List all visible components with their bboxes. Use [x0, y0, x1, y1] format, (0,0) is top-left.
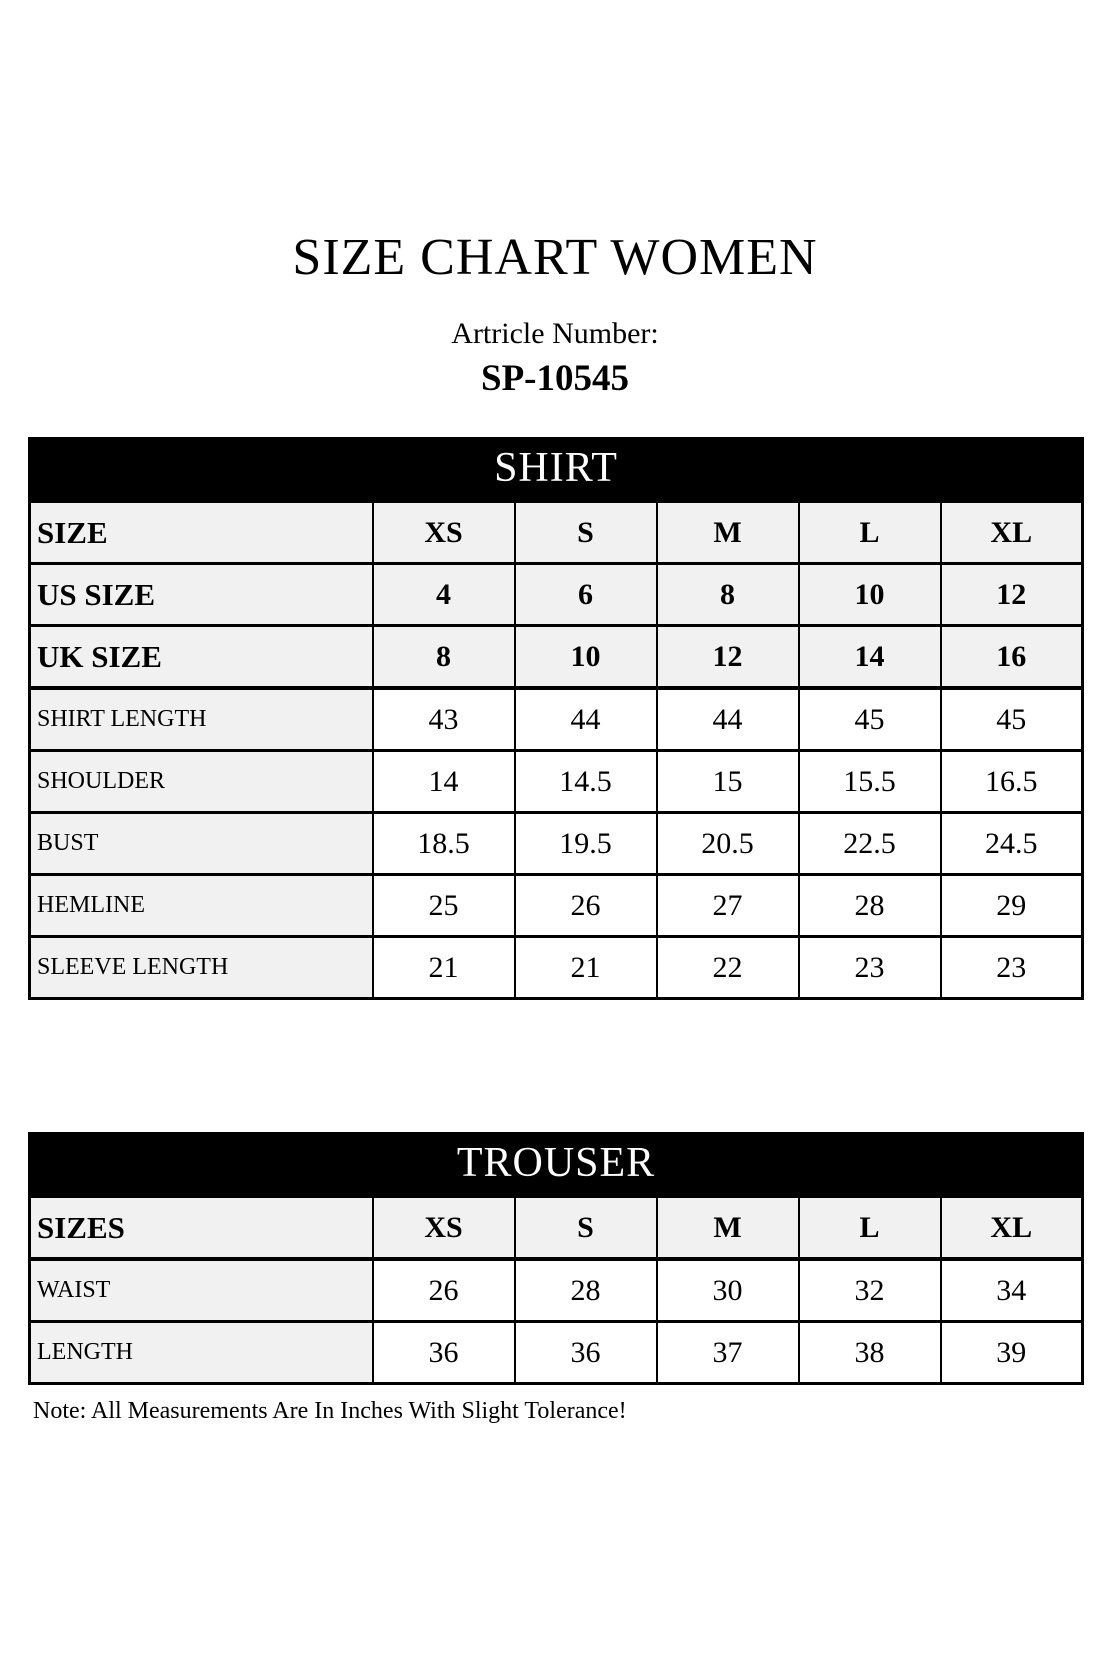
- value-cell: 26: [371, 1257, 516, 1323]
- value-cell: 21: [371, 935, 516, 1000]
- value-cell: 14: [797, 624, 942, 690]
- value-cell: 25: [371, 873, 516, 938]
- value-cell: 37: [655, 1320, 800, 1385]
- row-label-cell: SHOULDER: [28, 749, 374, 814]
- value-cell: 16.5: [939, 749, 1084, 814]
- trouser-table: SIZES XS S M L XL WAIST 26 28 30 32 34 L…: [28, 1195, 1084, 1385]
- measurements-note: Note: All Measurements Are In Inches Wit…: [33, 1398, 627, 1424]
- row-label-cell: SHIRT LENGTH: [28, 686, 374, 752]
- value-cell: 14.5: [513, 749, 658, 814]
- row-label-cell: LENGTH: [28, 1320, 374, 1385]
- value-cell: 10: [797, 562, 942, 627]
- value-cell: XL: [939, 1195, 1084, 1261]
- value-cell: 21: [513, 935, 658, 1000]
- shirt-table-title: SHIRT: [28, 437, 1084, 500]
- value-cell: 4: [371, 562, 516, 627]
- value-cell: 14: [371, 749, 516, 814]
- value-cell: 23: [797, 935, 942, 1000]
- row-label-cell: UK SIZE: [28, 624, 374, 690]
- shirt-size-table-section: SHIRT SIZE XS S M L XL US SIZE 4 6 8 10 …: [28, 437, 1084, 1000]
- row-label-cell: US SIZE: [28, 562, 374, 627]
- value-cell: XS: [371, 500, 516, 565]
- article-number-value: SP-10545: [481, 358, 629, 399]
- value-cell: 28: [797, 873, 942, 938]
- value-cell: 12: [939, 562, 1084, 627]
- row-label-cell: SIZE: [28, 500, 374, 565]
- value-cell: 30: [655, 1257, 800, 1323]
- value-cell: 20.5: [655, 811, 800, 876]
- table-row-us-size: US SIZE 4 6 8 10 12: [28, 562, 1084, 627]
- value-cell: 8: [655, 562, 800, 627]
- value-cell: 23: [939, 935, 1084, 1000]
- table-row-length: LENGTH 36 36 37 38 39: [28, 1320, 1084, 1385]
- row-label-cell: HEMLINE: [28, 873, 374, 938]
- value-cell: 34: [939, 1257, 1084, 1323]
- shirt-table: SIZE XS S M L XL US SIZE 4 6 8 10 12 UK …: [28, 500, 1084, 1000]
- value-cell: 16: [939, 624, 1084, 690]
- value-cell: 19.5: [513, 811, 658, 876]
- value-cell: 43: [371, 686, 516, 752]
- row-label-cell: WAIST: [28, 1257, 374, 1323]
- value-cell: XS: [371, 1195, 516, 1261]
- table-row-hemline: HEMLINE 25 26 27 28 29: [28, 873, 1084, 938]
- value-cell: 22: [655, 935, 800, 1000]
- value-cell: XL: [939, 500, 1084, 565]
- row-label-cell: SIZES: [28, 1195, 374, 1261]
- value-cell: 27: [655, 873, 800, 938]
- value-cell: S: [513, 1195, 658, 1261]
- value-cell: 28: [513, 1257, 658, 1323]
- table-row-waist: WAIST 26 28 30 32 34: [28, 1257, 1084, 1323]
- value-cell: 12: [655, 624, 800, 690]
- article-number-label: Artricle Number:: [451, 317, 659, 350]
- value-cell: 38: [797, 1320, 942, 1385]
- trouser-table-title: TROUSER: [28, 1132, 1084, 1195]
- value-cell: 32: [797, 1257, 942, 1323]
- value-cell: 45: [797, 686, 942, 752]
- table-row-sleeve-length: SLEEVE LENGTH 21 21 22 23 23: [28, 935, 1084, 1000]
- value-cell: L: [797, 500, 942, 565]
- value-cell: M: [655, 1195, 800, 1261]
- value-cell: 10: [513, 624, 658, 690]
- row-label-cell: SLEEVE LENGTH: [28, 935, 374, 1000]
- value-cell: 36: [371, 1320, 516, 1385]
- value-cell: 45: [939, 686, 1084, 752]
- value-cell: 44: [513, 686, 658, 752]
- value-cell: 22.5: [797, 811, 942, 876]
- value-cell: 8: [371, 624, 516, 690]
- table-row-uk-size: UK SIZE 8 10 12 14 16: [28, 624, 1084, 690]
- value-cell: L: [797, 1195, 942, 1261]
- value-cell: 6: [513, 562, 658, 627]
- page-title: SIZE CHART WOMEN: [292, 229, 818, 286]
- value-cell: M: [655, 500, 800, 565]
- value-cell: 36: [513, 1320, 658, 1385]
- table-row-shirt-length: SHIRT LENGTH 43 44 44 45 45: [28, 686, 1084, 752]
- value-cell: 26: [513, 873, 658, 938]
- table-row-size: SIZE XS S M L XL: [28, 500, 1084, 565]
- value-cell: 29: [939, 873, 1084, 938]
- value-cell: 18.5: [371, 811, 516, 876]
- row-label-cell: BUST: [28, 811, 374, 876]
- value-cell: 15.5: [797, 749, 942, 814]
- table-row-bust: BUST 18.5 19.5 20.5 22.5 24.5: [28, 811, 1084, 876]
- value-cell: 39: [939, 1320, 1084, 1385]
- value-cell: S: [513, 500, 658, 565]
- trouser-size-table-section: TROUSER SIZES XS S M L XL WAIST 26 28 30…: [28, 1132, 1084, 1385]
- value-cell: 44: [655, 686, 800, 752]
- value-cell: 24.5: [939, 811, 1084, 876]
- value-cell: 15: [655, 749, 800, 814]
- table-row-sizes: SIZES XS S M L XL: [28, 1195, 1084, 1261]
- table-row-shoulder: SHOULDER 14 14.5 15 15.5 16.5: [28, 749, 1084, 814]
